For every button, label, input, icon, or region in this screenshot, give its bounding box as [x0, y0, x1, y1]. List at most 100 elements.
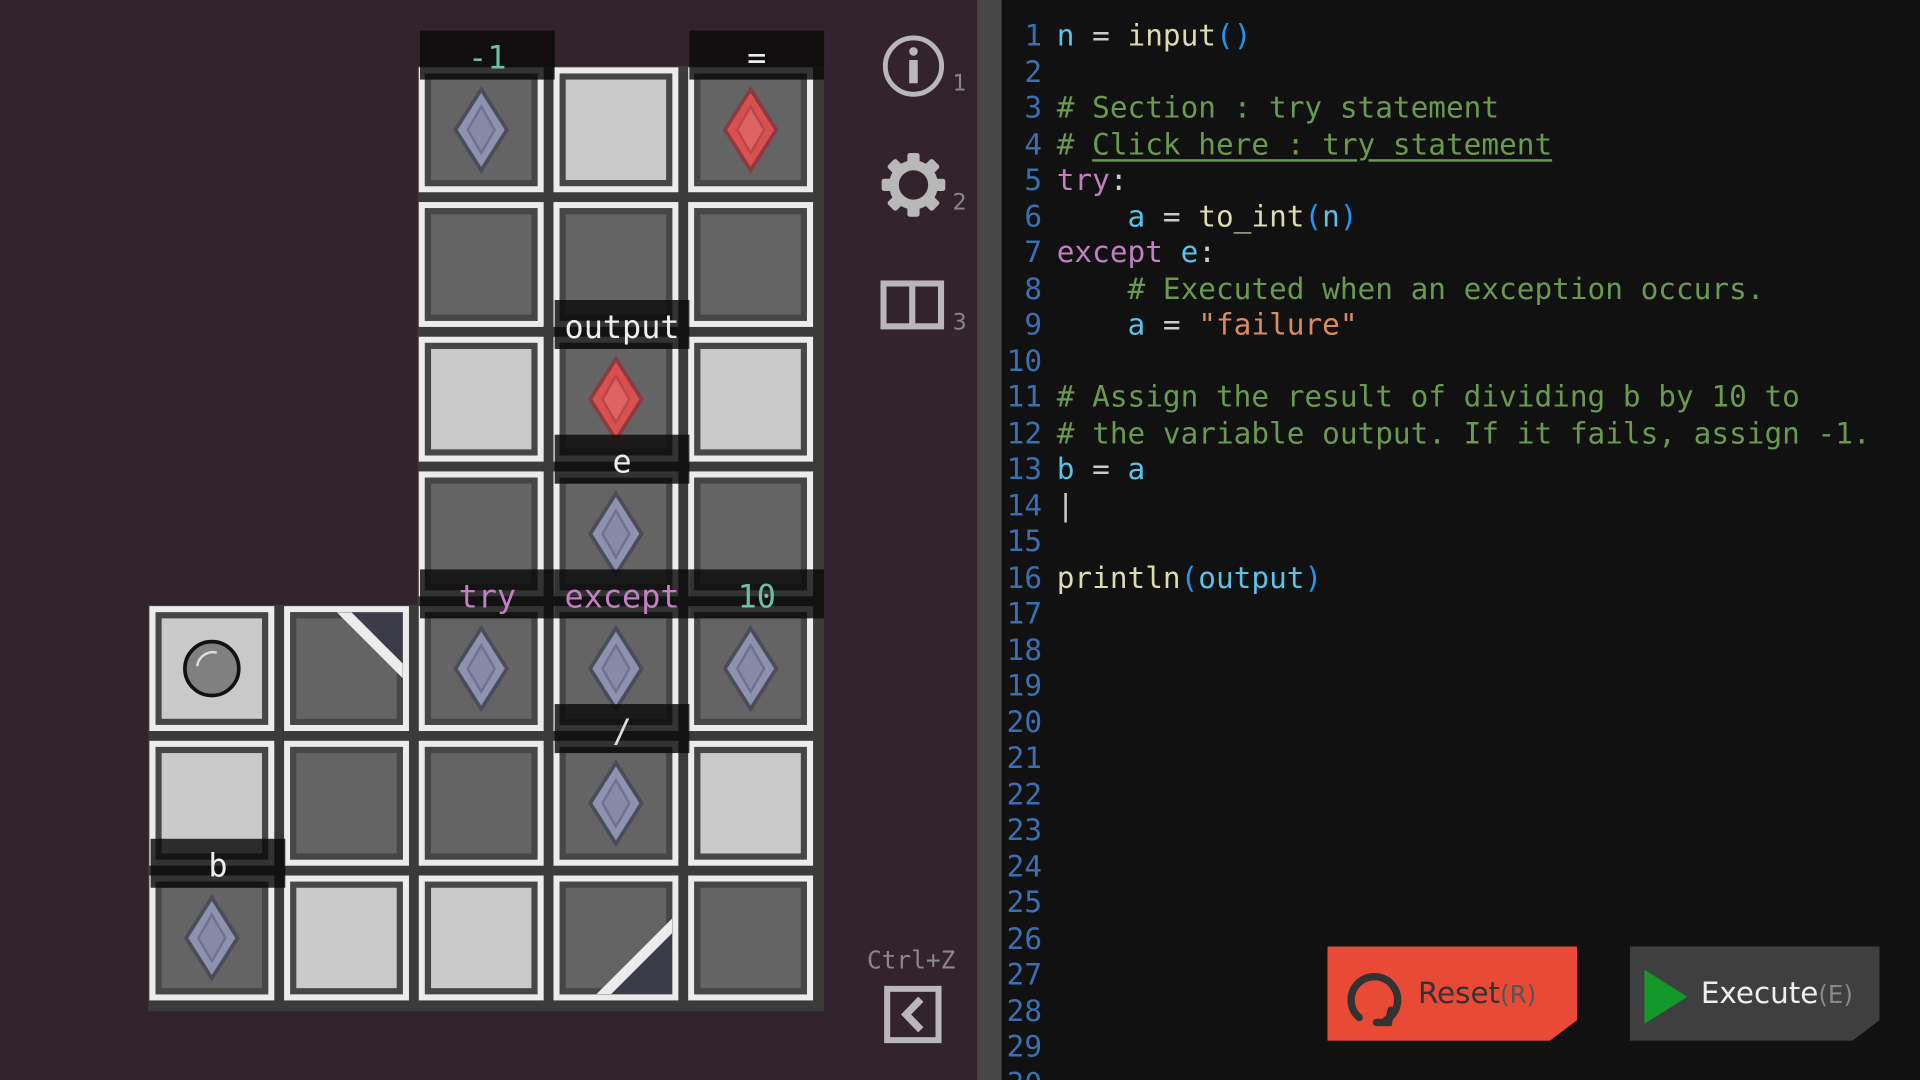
code-line[interactable]: 23 [1002, 813, 1057, 849]
line-number: 2 [1024, 54, 1043, 89]
code-line[interactable]: 14 | [1002, 488, 1075, 524]
board-cell[interactable] [688, 740, 814, 866]
book-shortcut: 3 [952, 309, 967, 336]
code-token [1057, 307, 1128, 341]
code-token: : [1198, 235, 1216, 270]
code-line[interactable]: 9 a = "failure" [1002, 307, 1357, 343]
code-token [1163, 235, 1181, 269]
reset-button[interactable]: Reset(R) [1327, 946, 1578, 1041]
settings-button[interactable] [880, 152, 946, 218]
code-token: = [1074, 451, 1128, 487]
board-cell[interactable] [688, 606, 814, 732]
variable-label: -1 [420, 30, 555, 80]
line-number: 4 [1024, 126, 1043, 162]
code-line[interactable]: 27 [1002, 958, 1057, 994]
code-line[interactable]: 15 [1002, 524, 1057, 560]
board-cell[interactable] [149, 606, 275, 732]
back-arrow-icon [884, 985, 942, 1044]
code-line[interactable]: 25 [1002, 885, 1057, 921]
code-line[interactable]: 19 [1002, 669, 1057, 705]
code-line[interactable]: 10 [1002, 343, 1057, 379]
board-cell[interactable] [688, 875, 814, 1001]
board-cell[interactable] [688, 336, 814, 462]
line-number: 14 [1006, 487, 1043, 523]
book-button[interactable] [880, 280, 946, 331]
code-token: e [1180, 235, 1199, 270]
code-line[interactable]: 24 [1002, 849, 1057, 885]
code-line[interactable]: 20 [1002, 705, 1057, 741]
info-button[interactable] [880, 33, 946, 99]
code-line[interactable]: 16 println(output) [1002, 560, 1323, 596]
code-line[interactable]: 29 [1002, 1030, 1057, 1066]
line-number: 15 [1006, 524, 1043, 559]
code-token: println [1056, 560, 1181, 595]
board-cell[interactable] [149, 740, 275, 866]
gem-blue-icon [722, 624, 779, 713]
code-line[interactable]: 18 [1002, 632, 1057, 668]
board-cell[interactable] [284, 606, 409, 732]
line-number: 25 [1006, 885, 1043, 920]
execute-button[interactable]: Execute(E) [1629, 946, 1880, 1041]
code-line[interactable]: 21 [1002, 741, 1057, 777]
line-number: 27 [1006, 957, 1043, 992]
reset-icon [1347, 973, 1402, 1027]
gem-red-icon [722, 85, 779, 174]
code-token [1057, 271, 1128, 305]
ball-icon [183, 639, 241, 698]
code-line[interactable]: 7 except e: [1002, 235, 1216, 271]
code-token: # [1056, 126, 1093, 162]
code-token: output [1198, 560, 1305, 595]
variable-label: e [554, 434, 690, 484]
board-cell[interactable] [553, 740, 679, 866]
board-cell[interactable] [688, 67, 814, 193]
board-cell[interactable] [688, 202, 814, 327]
board-cell[interactable] [418, 875, 544, 1001]
tutorial-link[interactable]: Click here : try statement [1092, 126, 1553, 162]
code-token: = [1145, 307, 1199, 342]
board-cell[interactable] [284, 740, 409, 866]
code-line[interactable]: 11 # Assign the result of dividing b by 1… [1002, 380, 1800, 416]
board-cell[interactable] [149, 875, 275, 1001]
code-line[interactable]: 4 # Click here : try statement [1002, 126, 1553, 163]
line-number: 7 [1024, 235, 1043, 270]
board-cell[interactable] [418, 336, 544, 462]
line-number: 30 [1002, 1066, 1042, 1080]
settings-shortcut: 2 [952, 189, 967, 216]
code-line[interactable]: 2 [1002, 54, 1057, 90]
execute-key: (E) [1818, 979, 1853, 1009]
code-line[interactable]: 17 [1002, 596, 1057, 632]
line-number: 8 [1024, 271, 1043, 306]
code-line[interactable]: 13 b = a [1002, 452, 1146, 488]
code-line[interactable]: 6 a = to_int(n) [1002, 198, 1357, 235]
line-number: 28 [1006, 993, 1043, 1028]
undo-button[interactable] [884, 985, 942, 1044]
board-cell[interactable] [418, 740, 544, 866]
code-line[interactable]: 26 [1002, 921, 1057, 957]
board-cell[interactable] [418, 67, 544, 193]
gem-blue-icon [453, 624, 510, 713]
code-token: # Assign the result of dividing b by 10 … [1056, 379, 1800, 414]
board-cell[interactable] [418, 202, 544, 327]
code-line[interactable]: 28 [1002, 994, 1057, 1030]
code-token: ( [1304, 198, 1323, 234]
code-line[interactable]: 5 try: [1002, 163, 1127, 199]
code-line[interactable]: 30 [1002, 1066, 1057, 1080]
board-cell[interactable] [553, 875, 679, 1001]
line-number: 10 [1006, 343, 1043, 378]
code-line[interactable]: 22 [1002, 777, 1057, 813]
reset-label: Reset [1417, 975, 1501, 1011]
board-cell[interactable] [418, 606, 544, 732]
code-line[interactable]: 8 # Executed when an exception occurs. [1002, 271, 1765, 307]
board-cell[interactable] [553, 67, 679, 193]
editor-divider[interactable] [977, 0, 1002, 1080]
board-cell[interactable] [284, 875, 409, 1001]
code-token: # Executed when an exception occurs. [1127, 271, 1765, 306]
code-line[interactable]: 12 # the variable output. If it fails, as… [1002, 416, 1871, 452]
code-token: () [1215, 18, 1252, 53]
play-icon [1644, 969, 1688, 1024]
code-line[interactable]: 3 # Section : try statement [1002, 91, 1499, 127]
line-number: 22 [1006, 776, 1043, 812]
